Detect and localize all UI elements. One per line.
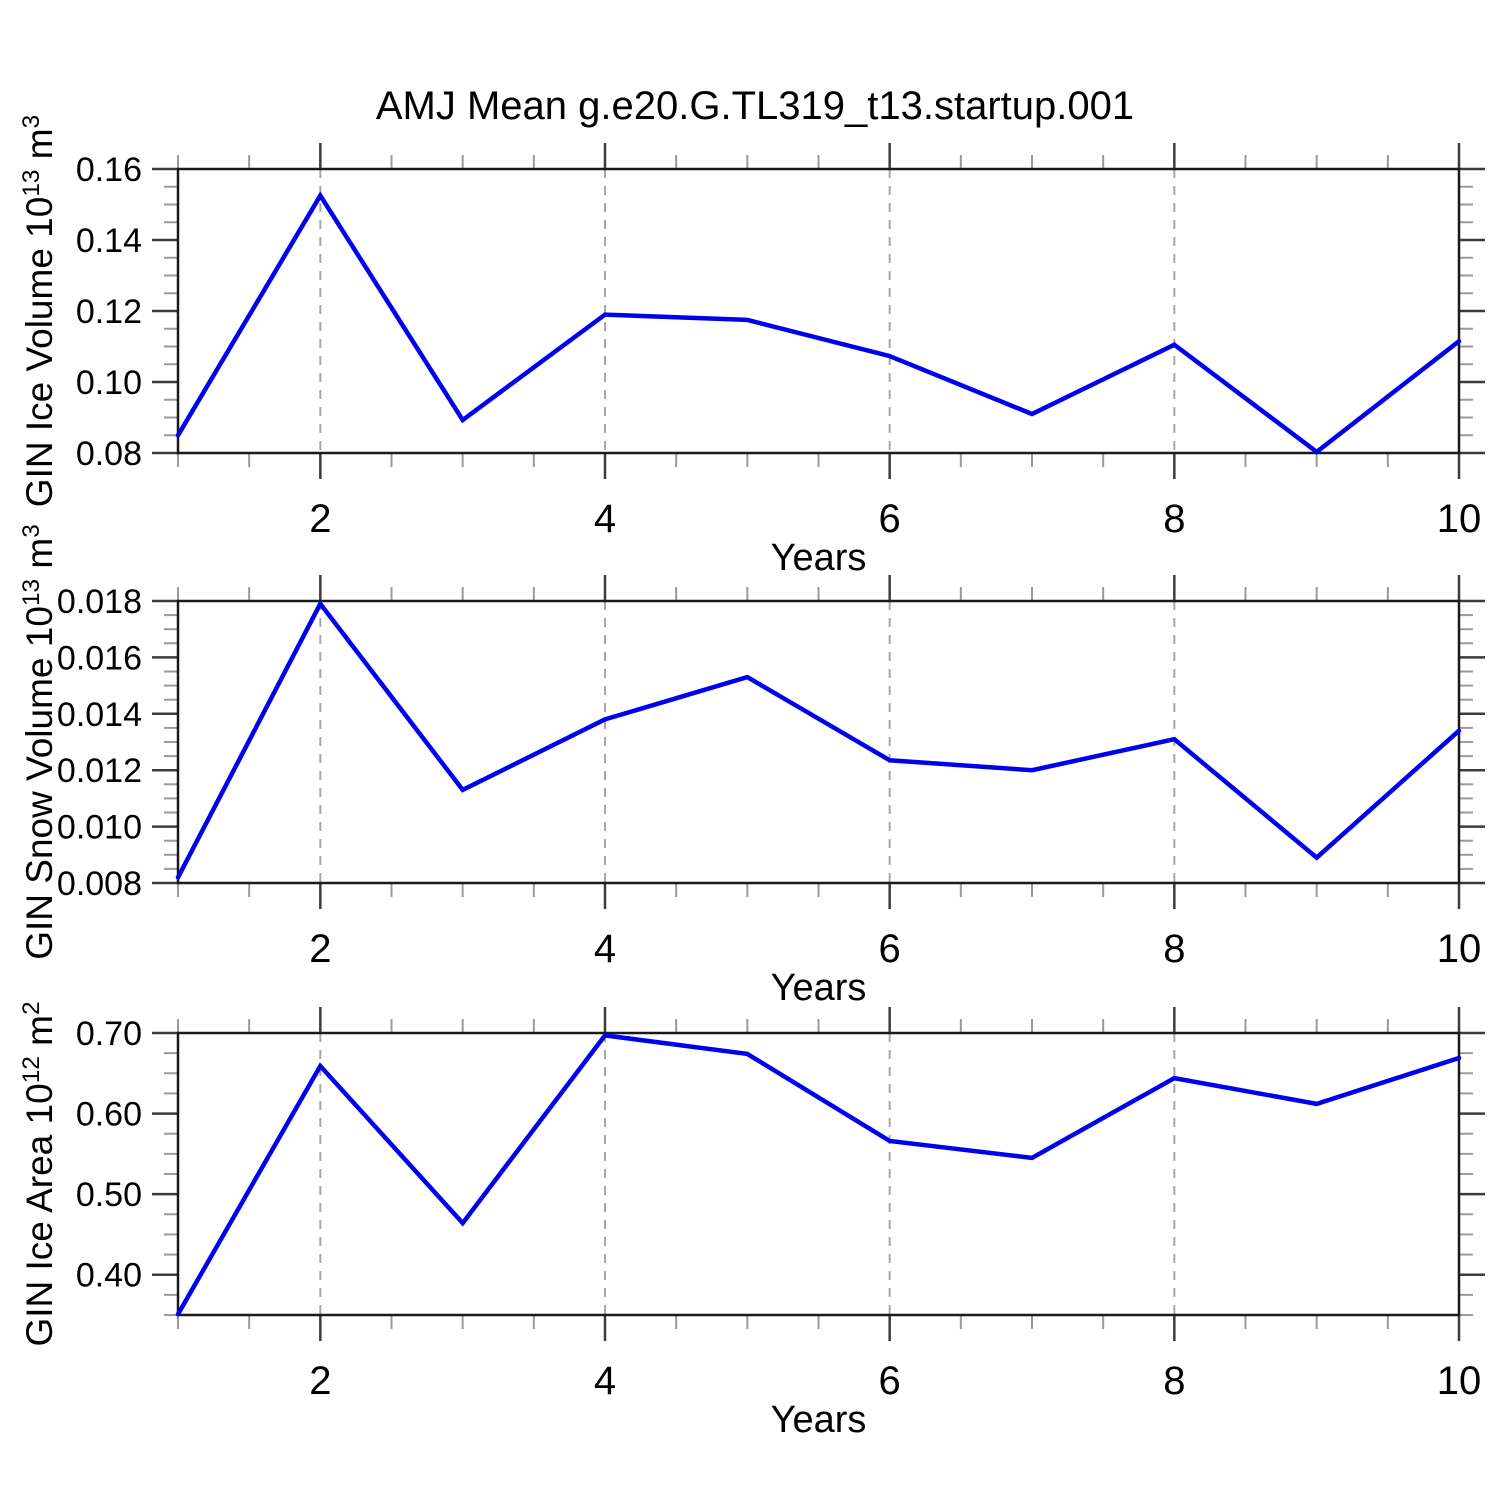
y-tick-label: 0.16 bbox=[76, 151, 142, 189]
y-tick-label: 0.008 bbox=[57, 865, 142, 903]
unit-text: m bbox=[19, 128, 60, 170]
x-tick-label: 8 bbox=[1163, 927, 1185, 971]
x-tick-label: 10 bbox=[1437, 497, 1482, 541]
y-tick-label: 0.12 bbox=[76, 293, 142, 331]
x-tick-label: 6 bbox=[879, 497, 901, 541]
x-tick-label: 2 bbox=[309, 497, 331, 541]
x-tick-label: 4 bbox=[594, 927, 616, 971]
y-tick-label: 0.50 bbox=[76, 1176, 142, 1214]
x-tick-label: 4 bbox=[594, 1359, 616, 1403]
y-tick-label: 0.012 bbox=[57, 752, 142, 790]
x-tick-label: 10 bbox=[1437, 1359, 1482, 1403]
x-axis-title: Years bbox=[771, 537, 867, 579]
plot-border bbox=[176, 1031, 1461, 1317]
x-tick-label: 6 bbox=[879, 1359, 901, 1403]
exponent-text: 13 bbox=[17, 578, 45, 607]
plot-border bbox=[176, 599, 1461, 885]
x-tick-label: 2 bbox=[309, 1359, 331, 1403]
y-tick-label: 0.70 bbox=[76, 1015, 142, 1053]
unit-text: m bbox=[19, 537, 60, 579]
y-tick-label: 0.14 bbox=[76, 222, 142, 260]
x-axis-title: Years bbox=[771, 1399, 867, 1441]
exponent-text: 12 bbox=[17, 1056, 45, 1084]
x-axis-title: Years bbox=[771, 967, 867, 1009]
x-tick-label: 8 bbox=[1163, 1359, 1185, 1403]
unit-exponent-text: 3 bbox=[17, 524, 45, 538]
plot-title: AMJ Mean g.e20.G.TL319_t13.startup.001 bbox=[375, 84, 1135, 128]
y-tick-label: 0.010 bbox=[57, 809, 142, 847]
y-axis-title-ice-area: GIN Ice Area 1012 m2 bbox=[17, 864, 61, 1484]
x-tick-label: 2 bbox=[309, 927, 331, 971]
x-tick-label: 4 bbox=[594, 497, 616, 541]
unit-text: m bbox=[19, 1015, 60, 1057]
y-tick-label: 0.014 bbox=[57, 696, 142, 734]
y-tick-label: 0.018 bbox=[57, 583, 142, 621]
data-line-series bbox=[175, 191, 1462, 455]
unit-exponent-text: 2 bbox=[17, 1001, 45, 1016]
y-axis-title-text: GIN Ice Area 10 bbox=[19, 1083, 60, 1347]
plot-border bbox=[176, 167, 1461, 455]
data-line-series bbox=[175, 1033, 1462, 1317]
x-tick-label: 6 bbox=[879, 927, 901, 971]
x-tick-label: 8 bbox=[1163, 497, 1185, 541]
exponent-text: 13 bbox=[17, 169, 45, 197]
y-tick-label: 0.016 bbox=[57, 639, 142, 677]
y-tick-label: 0.60 bbox=[76, 1096, 142, 1134]
x-tick-label: 10 bbox=[1437, 927, 1482, 971]
y-tick-label: 0.08 bbox=[76, 435, 142, 473]
y-tick-label: 0.10 bbox=[76, 364, 142, 402]
unit-exponent-text: 3 bbox=[17, 114, 45, 129]
data-line-series bbox=[175, 599, 1462, 880]
y-tick-label: 0.40 bbox=[76, 1257, 142, 1295]
